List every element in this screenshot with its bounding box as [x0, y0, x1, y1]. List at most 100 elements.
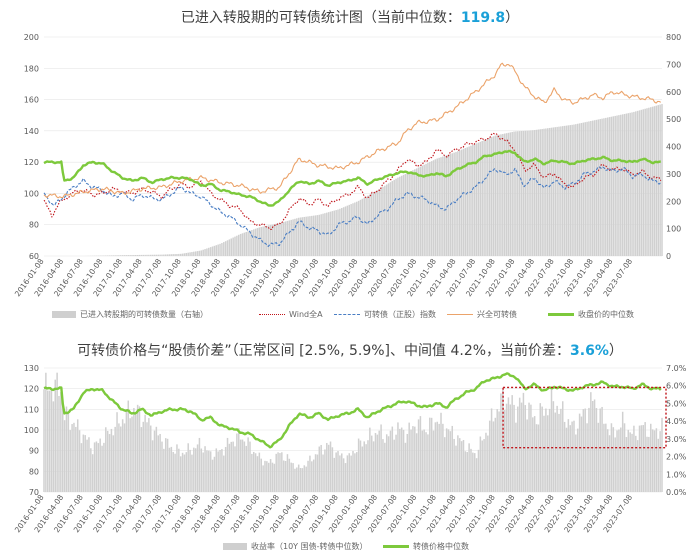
bar	[110, 428, 113, 492]
bar	[395, 178, 397, 256]
bar	[174, 254, 176, 256]
y-left-tick-label: 80	[29, 467, 39, 476]
bar	[172, 254, 174, 256]
bar	[543, 128, 545, 256]
bar	[211, 246, 214, 256]
bar	[303, 216, 306, 256]
bar	[312, 215, 315, 256]
bar	[339, 455, 341, 492]
bar	[430, 417, 433, 492]
bar	[492, 421, 495, 492]
bar	[249, 441, 251, 492]
bar	[178, 448, 180, 492]
bar	[93, 442, 96, 492]
bar	[191, 252, 193, 256]
bar	[288, 458, 291, 492]
bar	[410, 429, 412, 492]
bar	[282, 460, 285, 492]
bar	[292, 463, 294, 492]
bar	[385, 434, 388, 492]
bar	[112, 255, 115, 256]
bar	[251, 230, 253, 256]
bar	[520, 402, 523, 492]
bar	[331, 211, 334, 256]
bar	[414, 169, 416, 256]
bar	[142, 254, 145, 256]
bar	[473, 453, 476, 492]
bar	[363, 197, 365, 256]
bar	[223, 242, 225, 256]
bar	[118, 255, 120, 256]
chart-panel-convertible-stats: 已进入转股期的可转债统计图（当前中位数：119.8） 60 80 100 120 140…	[13, 10, 681, 319]
bar	[363, 441, 365, 492]
bar	[423, 164, 425, 256]
bar	[311, 215, 313, 256]
bar	[477, 449, 480, 492]
bar	[556, 126, 558, 256]
bar	[327, 212, 330, 256]
bar	[412, 170, 414, 256]
bar	[419, 416, 422, 492]
bar	[590, 121, 592, 257]
bar	[487, 138, 489, 256]
bar	[475, 458, 478, 492]
bar	[60, 392, 62, 492]
bar	[86, 439, 88, 492]
bar	[241, 439, 244, 492]
bar	[324, 213, 326, 256]
bar	[281, 222, 283, 256]
bar	[608, 435, 611, 492]
bar	[580, 122, 583, 256]
bar	[571, 124, 573, 256]
chart-plot-2: 70 80 90 100 110 120 130 0.0% 1.0% 2.0% 3.0% 4.0% 5.…	[13, 364, 687, 534]
bar	[118, 423, 120, 492]
bar	[333, 210, 336, 256]
bar	[387, 436, 390, 492]
bar	[121, 255, 124, 256]
bar	[168, 254, 171, 256]
bar	[309, 216, 311, 256]
bar	[219, 243, 221, 256]
bar	[472, 144, 474, 256]
normal-range-box	[502, 386, 667, 449]
bar	[539, 129, 542, 256]
bar	[442, 156, 444, 256]
y-right-tick-label: 500	[666, 115, 681, 124]
bar	[256, 228, 259, 256]
bar	[466, 147, 468, 256]
bar	[591, 401, 594, 492]
bar	[640, 425, 643, 492]
bar	[166, 254, 169, 256]
bar	[650, 423, 652, 492]
bar	[84, 435, 86, 492]
bar	[342, 207, 345, 256]
bar	[509, 404, 512, 492]
bar	[535, 424, 538, 492]
legend-swatch-wind	[259, 314, 285, 315]
bar	[168, 447, 171, 492]
bar	[329, 441, 332, 492]
bar	[243, 232, 246, 256]
bar	[105, 427, 107, 492]
bar	[245, 445, 248, 492]
bar	[123, 423, 126, 492]
bar	[631, 433, 633, 492]
bar	[502, 133, 504, 256]
bar	[123, 255, 126, 256]
bar	[472, 452, 474, 492]
bar	[479, 141, 482, 256]
y-left-tick-label: 120	[24, 385, 39, 394]
bar	[56, 372, 58, 492]
bar	[614, 115, 616, 256]
bar	[429, 417, 431, 492]
line-series-cb_index	[43, 166, 662, 247]
bar	[616, 115, 618, 256]
legend-label: 已进入转股期的可转债数量（右轴）	[80, 310, 208, 319]
bar	[440, 157, 442, 256]
bar	[432, 430, 435, 492]
bar	[277, 452, 279, 492]
bar	[348, 453, 351, 492]
bar	[238, 428, 240, 492]
y-right-tick-label: 600	[666, 88, 681, 97]
y-right-tick-label: 7.0%	[666, 364, 687, 373]
